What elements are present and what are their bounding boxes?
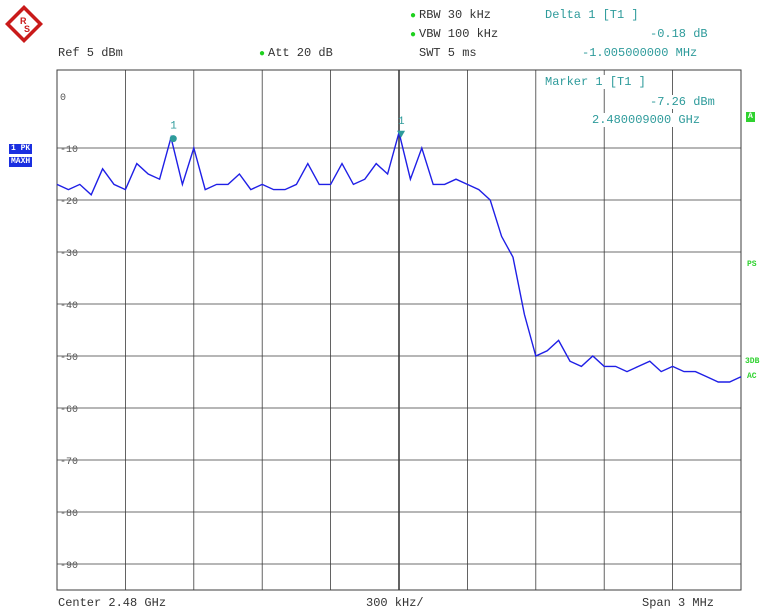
marker-frequency: 2.480009000 GHz [592,113,701,127]
svg-text:R: R [20,16,27,26]
rbw-indicator-dot: ● [410,11,417,22]
trace-mode-label: MAXH [9,157,33,167]
svg-text:S: S [24,24,30,34]
marker-title: Marker 1 [T1 ] [545,75,646,89]
y-tick-label: -30 [60,249,78,260]
y-tick-label: 0 [60,93,66,104]
y-tick-label: -80 [60,509,78,520]
y-tick-label: -50 [60,353,78,364]
y-tick-label: -40 [60,301,78,312]
plot-grid [56,69,742,591]
rbw-label: RBW 30 kHz [419,8,492,22]
trace-detector-label: 1 PK [9,144,33,154]
ac-indicator: AC [747,372,757,381]
trace-a-indicator: A [746,112,755,122]
delta-marker-value: -0.18 dB [650,27,708,41]
y-tick-labels: 0 -10 -20 -30 -40 -50 -60 -70 -80 -90 [60,93,78,572]
delta-marker-title: Delta 1 [T1 ] [545,8,639,22]
delta-marker-frequency: -1.005000000 MHz [582,46,698,60]
ps-indicator: PS [747,260,757,269]
center-frequency-label: Center 2.48 GHz [58,596,167,610]
y-tick-label: -60 [60,405,78,416]
span-label: Span 3 MHz [642,596,715,610]
attenuation-indicator-dot: ● [259,49,266,60]
marker-label: 1 [398,116,405,128]
y-tick-label: -70 [60,457,78,468]
y-tick-label: -10 [60,145,78,156]
reference-level-label: Ref 5 dBm [58,46,123,60]
y-tick-label: -20 [60,197,78,208]
marker-value: -7.26 dBm [650,95,715,109]
y-tick-label: -90 [60,561,78,572]
attenuation-label: Att 20 dB [268,46,333,60]
vbw-label: VBW 100 kHz [419,27,499,41]
vbw-indicator-dot: ● [410,30,417,41]
sweep-time-label: SWT 5 ms [419,46,477,60]
marker-label: 1 [170,121,177,133]
3db-indicator: 3DB [745,357,760,366]
marker-point [169,135,177,143]
frequency-per-division-label: 300 kHz/ [366,596,424,610]
delta-marker-point [397,130,406,138]
rohde-schwarz-logo: R S [5,5,43,43]
